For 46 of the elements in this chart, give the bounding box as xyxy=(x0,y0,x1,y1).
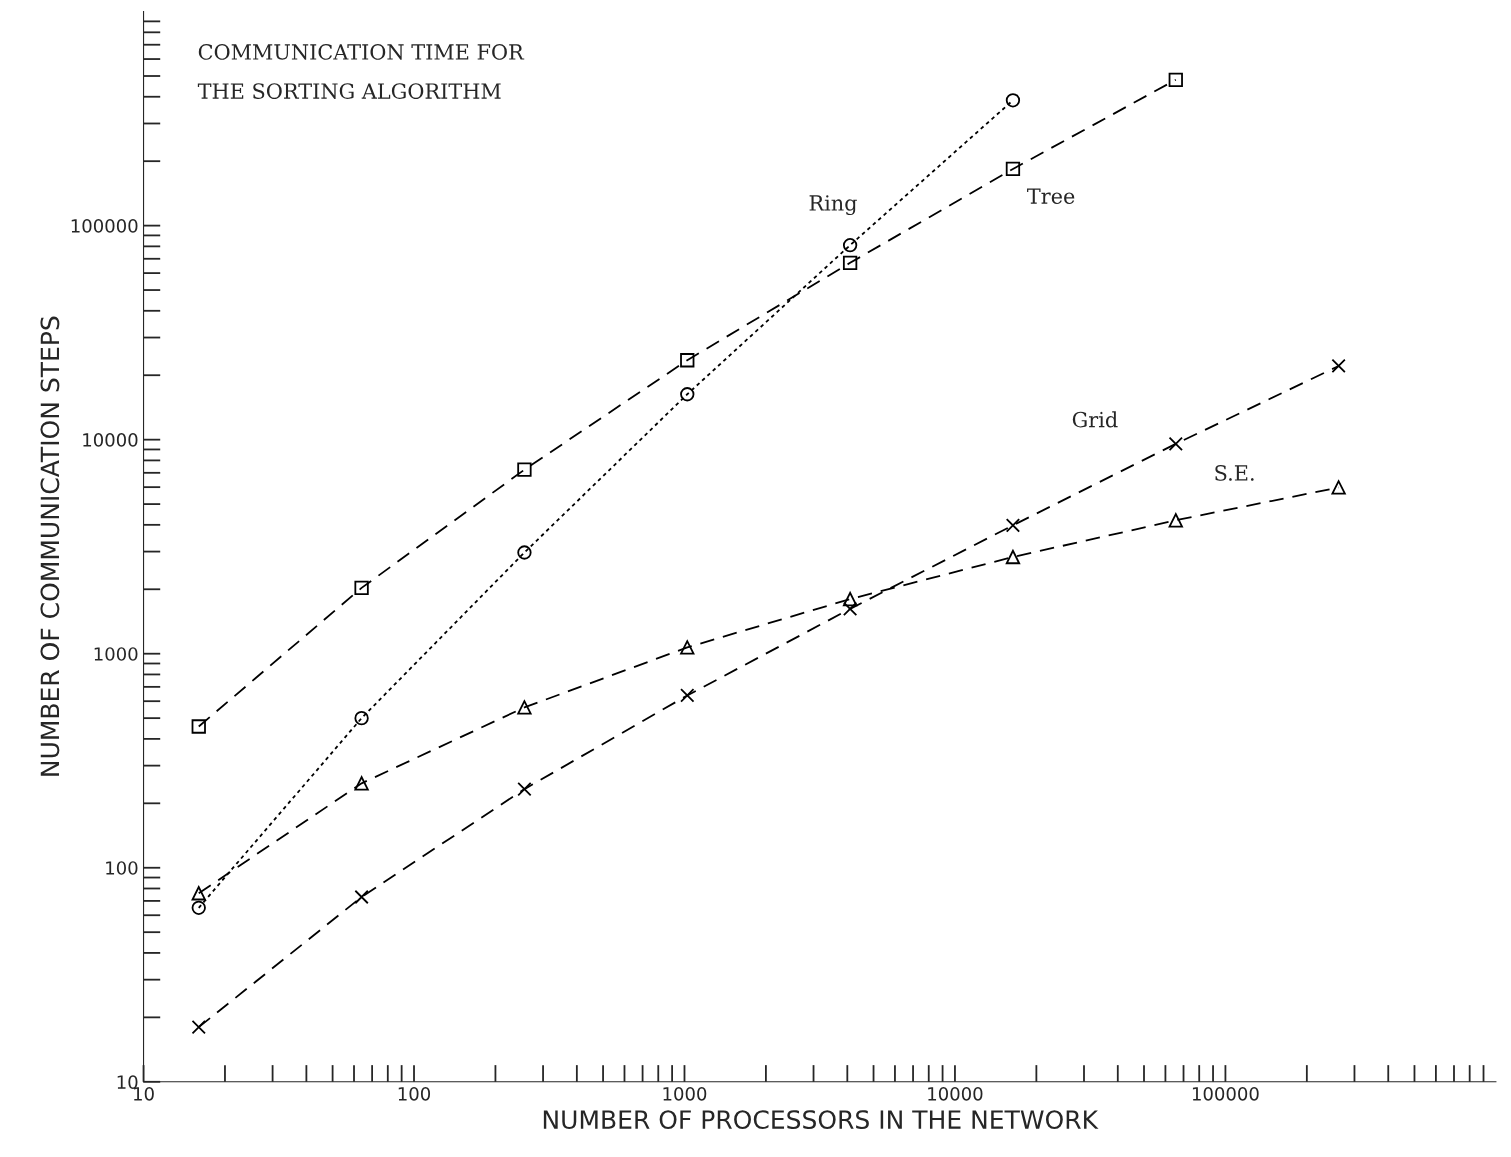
point xyxy=(1005,161,1021,177)
point xyxy=(680,688,695,703)
x-tick-label: 100000 xyxy=(1192,1086,1259,1101)
series-label: Grid xyxy=(1072,411,1118,428)
point xyxy=(680,640,695,655)
point xyxy=(517,781,532,797)
y-tick-label: 100000 xyxy=(71,219,138,233)
point xyxy=(842,255,858,270)
point xyxy=(191,886,206,901)
y-tick-label: 10 xyxy=(117,1075,138,1089)
point xyxy=(842,591,858,607)
point xyxy=(842,601,858,617)
point xyxy=(354,710,369,726)
point xyxy=(842,238,858,253)
point xyxy=(1331,480,1346,495)
point xyxy=(1005,549,1021,565)
point xyxy=(517,462,532,477)
point xyxy=(354,580,369,596)
point xyxy=(1005,93,1021,108)
x-tick-label: 100 xyxy=(398,1086,431,1101)
point xyxy=(354,889,369,905)
x-tick-label: 1000 xyxy=(663,1086,707,1101)
y-tick-label: 1000 xyxy=(94,647,138,661)
point xyxy=(1331,358,1346,374)
point xyxy=(1168,72,1183,87)
x-tick-label: 10 xyxy=(134,1086,154,1101)
point xyxy=(1005,518,1021,533)
series-label: Tree xyxy=(1027,188,1075,204)
y-tick-label: 10000 xyxy=(83,433,138,447)
x-axis-title: NUMBER OF PROCESSORS IN THE NETWORK xyxy=(543,1110,1099,1130)
point xyxy=(191,719,206,734)
point xyxy=(191,1020,206,1035)
point xyxy=(1168,436,1183,451)
point xyxy=(354,776,369,791)
text: COMMUNICATION TIME FOR THE SORTING ALGORITHM xyxy=(197,44,525,99)
y-axis-title: NUMBER OF COMMUNICATION STEPS xyxy=(40,316,60,776)
x-tick-label: 10000 xyxy=(928,1086,983,1101)
point xyxy=(680,387,695,402)
point xyxy=(680,353,695,368)
point xyxy=(191,900,206,915)
y-tick-label: 100 xyxy=(106,861,138,875)
series-label: S.E. xyxy=(1215,465,1254,481)
point xyxy=(1168,513,1183,528)
point xyxy=(517,700,532,715)
point xyxy=(517,545,532,560)
series-label: Ring xyxy=(809,195,857,216)
